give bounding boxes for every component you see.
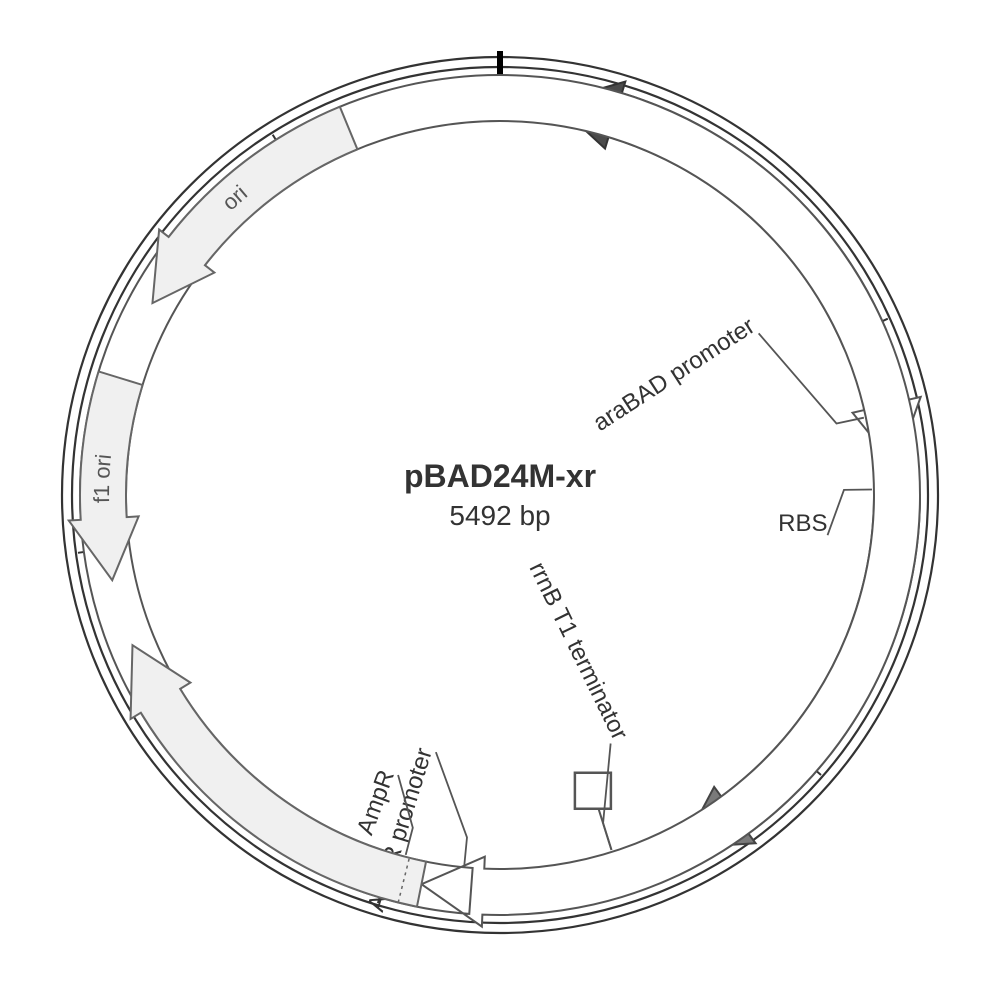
araBAD_promoter-label: araBAD promoter: [588, 312, 759, 436]
RBS-label: RBS: [778, 510, 827, 537]
rrnB_T1-label: rrnB T1 terminator: [524, 558, 633, 744]
AmpR_promoter-callout: [436, 752, 467, 865]
RBS-callout: [828, 489, 872, 535]
plasmid-size: 5492 bp: [449, 500, 550, 531]
plasmid-map: 10002000300040005000araCaraBAD promoterR…: [0, 0, 1000, 995]
backbone-inner: [72, 67, 928, 923]
plasmid-name: pBAD24M-xr: [404, 458, 596, 494]
backbone-outer: [62, 57, 938, 933]
